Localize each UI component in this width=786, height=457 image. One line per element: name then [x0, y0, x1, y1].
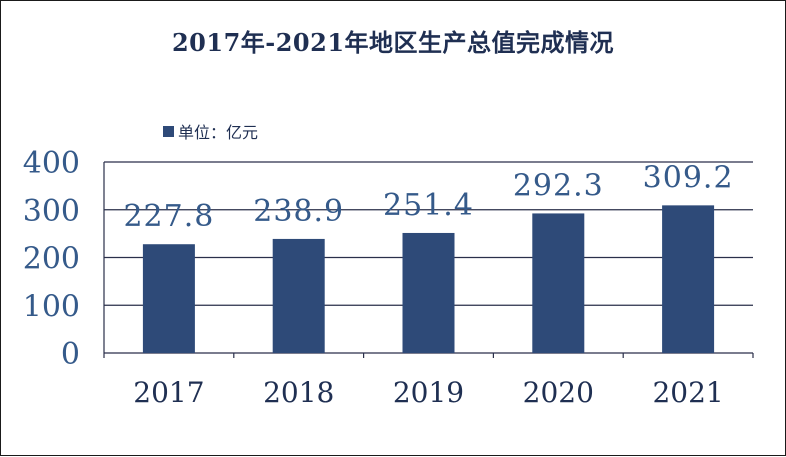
y-tick-label: 0 [61, 337, 80, 372]
data-label-2021: 309.2 [643, 160, 734, 195]
data-label-2018: 238.9 [253, 194, 344, 229]
bar-2017 [142, 244, 195, 353]
bar-2021 [662, 205, 715, 353]
bar-2019 [402, 232, 455, 353]
bar-2018 [272, 238, 325, 353]
data-label-2017: 227.8 [123, 199, 214, 234]
legend-label: 单位：亿元 [178, 123, 259, 142]
x-tick-label-2021: 2021 [652, 376, 723, 409]
legend-swatch [163, 125, 174, 137]
data-label-2019: 251.4 [383, 188, 474, 223]
y-tick-label: 400 [23, 146, 80, 181]
x-tick-label-2018: 2018 [263, 376, 334, 409]
y-tick-label: 300 [23, 194, 80, 229]
bar-2020 [532, 213, 585, 353]
x-tick-label-2020: 2020 [523, 376, 594, 409]
chart-title: 2017年-2021年地区生产总值完成情况 [171, 28, 615, 57]
data-label-2020: 292.3 [513, 168, 604, 203]
chart-legend: 单位：亿元 [163, 119, 258, 143]
y-tick-label: 100 [23, 289, 80, 324]
y-tick-label: 200 [23, 242, 80, 277]
x-tick-label-2017: 2017 [133, 376, 204, 409]
x-tick-label-2019: 2019 [393, 376, 464, 409]
